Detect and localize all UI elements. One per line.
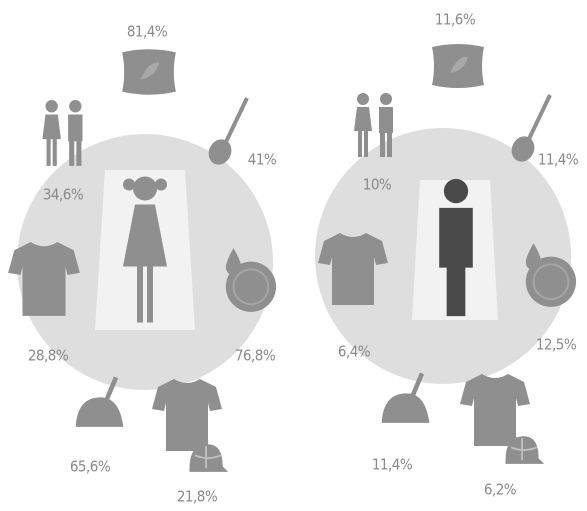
label: 11,6%	[435, 11, 476, 29]
label: 11,4%	[372, 456, 413, 474]
infographic: 81,4% 41% 34,6% 76,8% 28,8% 65,6% 21,8% …	[0, 0, 587, 511]
shirt-icon	[460, 374, 530, 446]
label: 41%	[248, 151, 277, 169]
left-panel: 81,4% 41% 34,6% 76,8% 28,8% 65,6% 21,8%	[8, 23, 277, 506]
pillow-icon	[122, 49, 176, 94]
kids-icon	[42, 100, 82, 166]
label: 6,2%	[484, 481, 517, 499]
label: 34,6%	[43, 186, 84, 204]
label: 28,8%	[28, 347, 69, 365]
label: 10%	[363, 176, 392, 194]
label: 65,6%	[70, 458, 111, 476]
spoon-icon	[205, 98, 247, 168]
label: 6,4%	[338, 343, 371, 361]
shirt-icon	[152, 379, 222, 451]
label: 21,8%	[177, 488, 218, 506]
label: 76,8%	[235, 347, 276, 365]
pillow-icon	[432, 44, 484, 88]
label: 81,4%	[127, 23, 168, 41]
label: 12,5%	[536, 336, 577, 354]
right-panel: 11,6% 11,4% 10% 12,5% 6,4% 11,4% 6,2%	[315, 11, 579, 499]
kids-icon	[354, 93, 393, 157]
label: 11,4%	[538, 151, 579, 169]
